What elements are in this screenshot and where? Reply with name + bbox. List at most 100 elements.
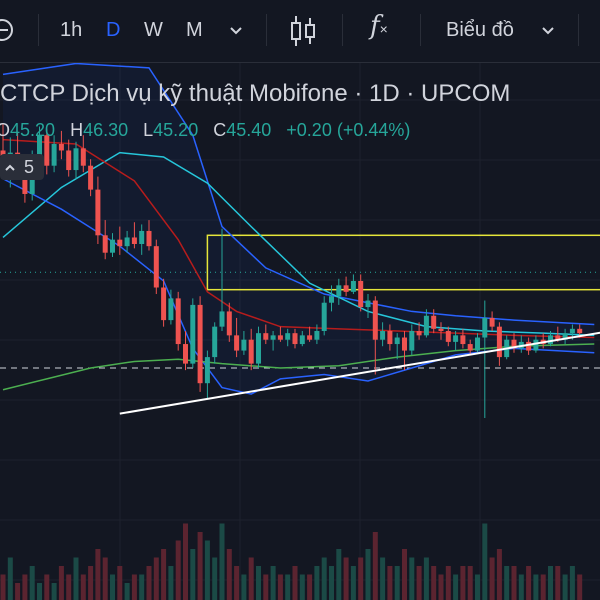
indicator-line-bb-upper: [2, 63, 595, 326]
volume-bar: [343, 557, 349, 600]
candle-body: [329, 296, 334, 303]
volume-bar: [29, 566, 35, 600]
volume-bar: [256, 566, 261, 600]
candle-body: [489, 317, 495, 327]
candle-body: [394, 337, 400, 345]
volume-bar: [445, 566, 451, 600]
volume-bar: [102, 557, 108, 600]
candle-body: [88, 165, 94, 190]
volume-bar: [489, 557, 495, 600]
candle-body: [365, 300, 371, 308]
volume-bar: [110, 574, 115, 600]
candle-body: [416, 331, 422, 336]
volume-bar: [0, 574, 6, 600]
candle-body: [270, 335, 276, 340]
change-value: +0.20 (+0.44%): [286, 120, 411, 140]
volume-bar: [329, 566, 334, 600]
candle-body: [146, 230, 152, 247]
candle-body: [51, 143, 57, 166]
volume-bar: [22, 574, 28, 600]
volume-bar: [380, 557, 386, 600]
volume-bar: [183, 523, 188, 600]
candle-body: [511, 339, 517, 349]
candle-body: [555, 335, 561, 340]
volume-bar: [475, 574, 480, 600]
volume-bar: [146, 566, 152, 600]
fx-label: f: [370, 11, 380, 41]
volume-bar: [66, 574, 72, 600]
toolbar-separator: [578, 14, 579, 46]
volume-bar: [153, 557, 159, 600]
candle-body: [124, 237, 130, 247]
candle-body: [168, 298, 174, 321]
candle-body: [175, 298, 181, 345]
candles-icon[interactable]: [288, 14, 318, 48]
volume-bar: [307, 574, 313, 600]
indicators-toggle-button[interactable]: 5: [0, 154, 45, 180]
volume-bar: [263, 574, 269, 600]
interval-d[interactable]: D: [106, 19, 121, 41]
volume-bar: [234, 566, 240, 600]
volume-bar: [416, 566, 422, 600]
chart-pane[interactable]: [0, 63, 600, 600]
volume-bar: [365, 549, 371, 600]
trendline-drawing: [119, 331, 600, 415]
candle-body: [212, 326, 218, 358]
candle-body: [453, 335, 459, 342]
volume-bar: [161, 549, 167, 600]
volume-bar: [372, 532, 378, 600]
interval-1h[interactable]: 1h: [60, 19, 83, 41]
volume-bar: [139, 574, 145, 600]
volume-bar: [350, 566, 356, 600]
volume-bar: [467, 566, 473, 600]
add-symbol-icon[interactable]: [0, 16, 18, 44]
candle-body: [183, 344, 188, 364]
high-value: 46.30: [83, 120, 129, 140]
candle-body: [380, 331, 386, 340]
candle-body: [336, 285, 342, 297]
candle-body: [241, 339, 247, 351]
volume-bar: [168, 566, 174, 600]
volume-bar: [241, 574, 247, 600]
volume-bar: [175, 540, 181, 600]
volume-bar: [387, 566, 393, 600]
candle-body: [80, 148, 86, 166]
price-chart[interactable]: [0, 63, 600, 600]
low-label: L: [143, 120, 154, 140]
candle-body: [526, 341, 532, 351]
volume-bar: [518, 574, 524, 600]
candle-body: [533, 339, 539, 351]
candle-body: [569, 328, 575, 334]
rectangle-drawing: [206, 234, 600, 291]
volume-bar: [511, 566, 517, 600]
high-label: H: [70, 120, 84, 140]
candle-body: [438, 328, 444, 331]
volume-bar: [438, 574, 444, 600]
indicators-fx-icon[interactable]: f×: [370, 11, 388, 41]
interval-m[interactable]: M: [186, 19, 203, 41]
indicator-line-bb-mid: [2, 151, 595, 337]
volume-bar: [124, 583, 130, 600]
candle-body: [548, 335, 553, 345]
candle-body: [161, 287, 167, 321]
chart-type-button[interactable]: Biểu đồ: [446, 19, 514, 41]
volume-bar: [80, 574, 86, 600]
candle-body: [577, 328, 583, 334]
bollinger-band-fill: [3, 63, 595, 395]
open-value: 45.20: [10, 120, 56, 140]
volume-bar: [533, 574, 539, 600]
volume-bar: [37, 583, 42, 600]
candle-body: [321, 302, 327, 331]
volume-bar: [58, 566, 64, 600]
interval-w[interactable]: W: [144, 19, 163, 41]
close-value: 45.40: [226, 120, 272, 140]
volume-bar: [88, 566, 94, 600]
volume-bar: [409, 557, 415, 600]
candle-body: [409, 331, 415, 351]
candle-body: [445, 331, 451, 342]
interval-dropdown-chevron-down-icon[interactable]: [228, 18, 244, 42]
candle-body: [44, 135, 50, 166]
ohlc-legend: O45.20 H46.30 L45.20 C45.40 +0.20 (+0.44…: [0, 120, 420, 141]
chart-type-chevron-down-icon[interactable]: [540, 18, 556, 42]
volume-bar: [394, 566, 400, 600]
